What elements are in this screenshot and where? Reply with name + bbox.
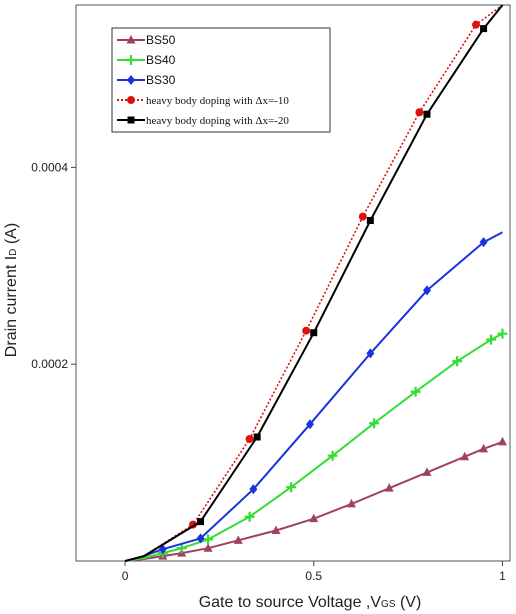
- series-2: [124, 328, 508, 562]
- series-line: [124, 231, 503, 562]
- data-point: [203, 543, 213, 552]
- series-line: [124, 332, 503, 562]
- data-point: [479, 443, 489, 453]
- legend-box: [111, 27, 331, 133]
- legend: BS50 BS40 BS30 heavy body doping with Δx=-1…: [111, 27, 331, 133]
- legend-marker: [127, 75, 135, 85]
- legend-marker: [126, 35, 136, 44]
- data-point: [497, 436, 507, 446]
- data-point: [233, 535, 243, 544]
- series-3: [124, 231, 503, 562]
- x-axis-title-main: Gate to source Voltage ,V: [199, 594, 382, 611]
- x-tick-label: 0: [122, 569, 129, 583]
- x-axis-title: Gate to source Voltage ,VGS (V): [199, 594, 422, 611]
- plot-frame: [75, 4, 511, 562]
- series-5: [124, 4, 504, 562]
- x-axis-title-sub: GS: [381, 599, 396, 610]
- data-point: [472, 20, 481, 29]
- data-point: [302, 326, 311, 335]
- data-point: [486, 334, 497, 345]
- legend-label: heavy body doping with Δx=-20: [146, 115, 289, 127]
- legend-entry: heavy body doping with Δx=-10: [117, 95, 289, 107]
- plot-area-border: [75, 4, 511, 562]
- data-point: [452, 356, 463, 367]
- data-point: [423, 110, 431, 118]
- x-axis-title-unit: (V): [396, 594, 422, 611]
- y-tick-label: 0.0002: [31, 357, 68, 371]
- data-point: [358, 212, 367, 221]
- data-point: [479, 237, 488, 248]
- data-point: [460, 451, 470, 461]
- x-tick-label: 1: [499, 569, 506, 583]
- y-tick-label: 0.0004: [31, 160, 68, 174]
- data-point: [346, 498, 356, 508]
- data-point: [366, 348, 375, 359]
- data-point: [422, 285, 431, 296]
- y-axis-title-sub: D: [8, 249, 19, 256]
- legend-marker: [127, 116, 135, 124]
- data-point: [310, 329, 318, 337]
- data-point: [327, 450, 338, 461]
- legend-label: BS30: [146, 73, 176, 87]
- data-point: [309, 513, 319, 523]
- data-point: [196, 533, 205, 544]
- data-point: [410, 386, 421, 397]
- data-point: [253, 433, 261, 441]
- axis-ticks: 0 0.5 1 0.0002 0.0004: [31, 160, 506, 583]
- legend-entry: BS30: [117, 73, 176, 87]
- data-point: [369, 418, 380, 429]
- data-point: [286, 482, 297, 493]
- data-point: [176, 543, 187, 554]
- legend-marker: [126, 55, 136, 65]
- data-point: [271, 525, 281, 534]
- data-point: [415, 108, 424, 117]
- series-1: [124, 436, 507, 562]
- legend-label: BS40: [146, 53, 176, 67]
- y-axis-title: Drain current ID (A): [3, 223, 20, 357]
- data-point: [497, 328, 508, 339]
- data-point: [249, 484, 258, 495]
- legend-marker: [127, 96, 135, 104]
- data-point: [384, 483, 394, 492]
- y-axis-title-main: Drain current I: [3, 256, 20, 357]
- series-line: [124, 440, 503, 562]
- data-point: [245, 434, 254, 443]
- x-tick-label: 0.5: [305, 569, 322, 583]
- data-point: [197, 518, 205, 526]
- legend-label: BS50: [146, 33, 176, 47]
- legend-entry: BS50: [117, 33, 176, 47]
- y-axis-title-unit: (A): [3, 223, 20, 249]
- legend-label: heavy body doping with Δx=-10: [146, 95, 289, 107]
- legend-entry: BS40: [117, 53, 176, 67]
- series-group: [124, 4, 508, 562]
- legend-entry: heavy body doping with Δx=-20: [117, 115, 289, 127]
- data-point: [305, 419, 314, 430]
- data-point: [366, 217, 374, 225]
- data-point: [480, 25, 488, 33]
- data-point: [422, 467, 432, 476]
- data-point: [203, 534, 214, 545]
- data-point: [244, 511, 255, 522]
